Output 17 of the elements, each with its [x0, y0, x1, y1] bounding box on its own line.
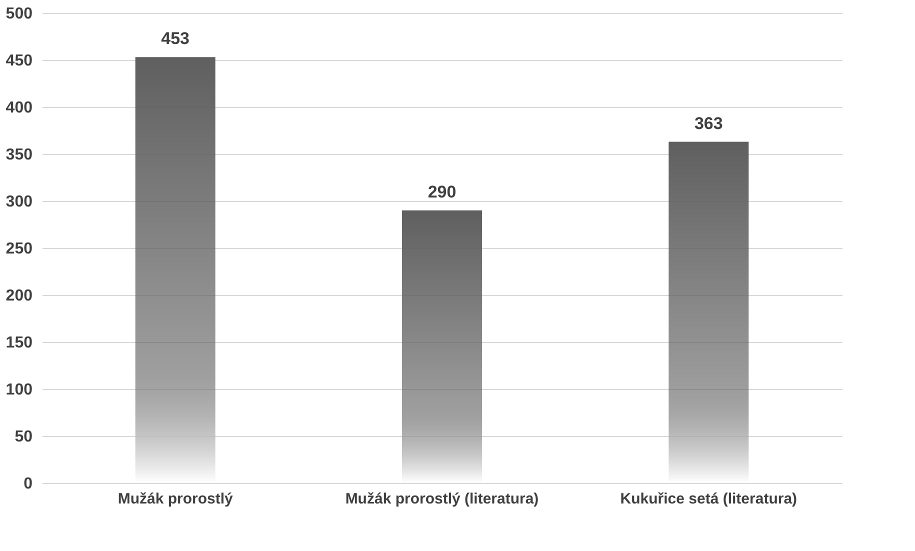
- y-tick-label: 400: [6, 100, 33, 116]
- x-tick-label: Kukuřice setá (literatura): [620, 490, 798, 508]
- y-tick-label: 50: [14, 428, 33, 446]
- x-tick-label: Mužák prorostlý: [118, 490, 234, 508]
- data-label: 453: [161, 29, 190, 48]
- data-label: 363: [694, 114, 723, 133]
- y-tick-label: 150: [6, 334, 33, 352]
- y-tick-label: 350: [6, 146, 33, 164]
- y-tick-label: 100: [6, 382, 33, 398]
- y-tick-label: 450: [6, 52, 33, 70]
- y-tick-label: 0: [24, 476, 33, 492]
- y-tick-label: 250: [6, 240, 33, 258]
- data-label: 290: [428, 182, 456, 202]
- y-tick-label: 200: [6, 288, 33, 304]
- y-tick-label: 500: [6, 6, 33, 22]
- x-tick-label: Mužák prorostlý (literatura): [345, 490, 539, 508]
- y-tick-label: 300: [6, 194, 33, 210]
